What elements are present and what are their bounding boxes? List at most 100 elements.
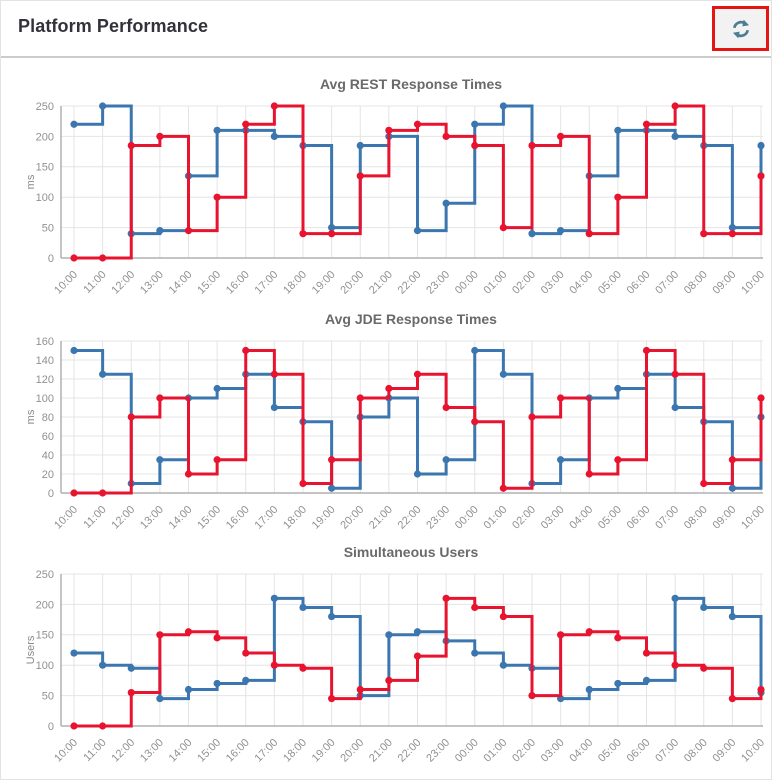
data-point-blue [156, 456, 164, 464]
data-point-blue [471, 120, 479, 128]
data-point-blue [728, 484, 736, 492]
y-tick-label: 60 [42, 431, 54, 443]
x-tick-label: 03:00 [539, 737, 567, 765]
highlight-box [712, 6, 769, 51]
x-tick-label: 12:00 [109, 269, 137, 297]
data-point-red [127, 141, 135, 150]
data-point-red [700, 479, 708, 488]
y-tick-label: 200 [36, 599, 54, 611]
x-tick-label: 10:00 [739, 269, 767, 297]
y-axis-label: ms [25, 174, 37, 189]
data-point-blue [184, 685, 193, 694]
data-point-blue [385, 631, 393, 639]
x-tick-label: 17:00 [253, 269, 281, 297]
data-point-red [242, 649, 250, 657]
data-point-blue [70, 346, 78, 355]
data-point-blue [557, 227, 565, 235]
y-tick-label: 0 [48, 488, 54, 500]
data-point-blue [499, 102, 507, 110]
data-point-blue [499, 370, 507, 378]
data-point-blue [156, 695, 164, 703]
x-tick-label: 03:00 [539, 269, 567, 297]
data-point-red [213, 456, 221, 464]
page-title: Platform Performance [18, 16, 209, 36]
x-tick-label: 08:00 [682, 504, 710, 532]
y-tick-label: 150 [36, 630, 54, 642]
x-tick-label: 11:00 [81, 269, 108, 296]
data-point-blue [328, 224, 336, 232]
series-line-red [74, 104, 763, 260]
y-tick-label: 100 [36, 660, 54, 672]
x-tick-label: 02:00 [510, 269, 538, 297]
data-point-red [385, 676, 393, 684]
y-tick-label: 80 [42, 412, 54, 424]
chart-canvas-jde: Avg JDE Response Times ms 0 20 40 60 80 100 12… [25, 311, 767, 532]
data-point-blue [70, 120, 78, 128]
x-tick-label: 06:00 [625, 504, 653, 532]
x-tick-label: 00:00 [453, 269, 481, 297]
data-point-red [585, 470, 593, 478]
x-tick-label: 23:00 [424, 269, 452, 297]
x-tick-label: 14:00 [167, 269, 195, 297]
refresh-button[interactable] [727, 15, 755, 43]
data-point-red [585, 628, 593, 636]
data-point-red [356, 685, 364, 694]
x-tick-label: 09:00 [711, 269, 739, 297]
x-tick-label: 18:00 [281, 737, 309, 765]
x-tick-label: 16:00 [224, 269, 252, 297]
refresh-icon [732, 19, 749, 38]
data-point-red [70, 254, 78, 262]
data-point-red [213, 634, 221, 642]
series-line-red [74, 349, 763, 495]
data-point-red [184, 470, 193, 478]
data-point-red [557, 631, 565, 639]
data-point-blue [499, 661, 507, 669]
data-point-red [528, 413, 536, 421]
x-tick-label: 04:00 [567, 737, 595, 765]
data-point-blue [728, 612, 736, 621]
y-tick-label: 120 [36, 374, 54, 386]
data-point-blue [270, 403, 278, 412]
data-point-red [242, 120, 250, 128]
data-point-red [299, 230, 307, 238]
data-point-red [642, 346, 651, 355]
data-point-blue [557, 456, 565, 464]
data-point-red [528, 141, 536, 150]
data-point-blue [585, 685, 593, 694]
x-tick-label: 13:00 [138, 737, 166, 765]
x-tick-label: 01:00 [482, 504, 510, 532]
data-point-red [442, 132, 450, 140]
x-tick-label: 22:00 [396, 269, 424, 297]
data-point-red [328, 456, 336, 464]
data-point-blue [156, 227, 164, 235]
x-tick-label: 10:00 [52, 737, 80, 765]
series-line-red [74, 596, 763, 728]
data-point-blue [99, 661, 107, 669]
chart-title: Simultaneous Users [344, 544, 479, 560]
data-point-blue [614, 384, 622, 393]
x-tick-label: 23:00 [424, 504, 452, 532]
x-tick-label: 04:00 [567, 504, 595, 532]
data-point-blue [671, 403, 679, 412]
data-point-red [270, 661, 278, 669]
x-tick-label: 10:00 [739, 504, 767, 532]
chart-title: Avg JDE Response Times [325, 311, 497, 327]
x-tick-label: 07:00 [653, 504, 681, 532]
data-point-red [700, 664, 708, 672]
x-tick-label: 20:00 [338, 504, 366, 532]
x-tick-label: 11:00 [81, 504, 108, 531]
data-point-red [642, 120, 651, 128]
data-point-blue [442, 199, 450, 207]
x-tick-label: 10:00 [739, 737, 767, 765]
header-divider [1, 56, 771, 58]
chart-canvas-users: Simultaneous Users Users 0 50 100 150 200 250… [25, 544, 767, 765]
data-point-red [299, 479, 307, 488]
chart-jde-response-times: Avg JDE Response Times ms 0 20 40 60 80 100 12… [1, 296, 772, 536]
x-tick-label: 01:00 [482, 269, 510, 297]
data-point-blue [471, 649, 479, 657]
x-tick-label: 13:00 [138, 269, 166, 297]
y-tick-label: 40 [42, 450, 54, 462]
x-tick-label: 10:00 [52, 504, 80, 532]
data-point-red [499, 484, 507, 492]
data-point-blue [413, 470, 422, 478]
